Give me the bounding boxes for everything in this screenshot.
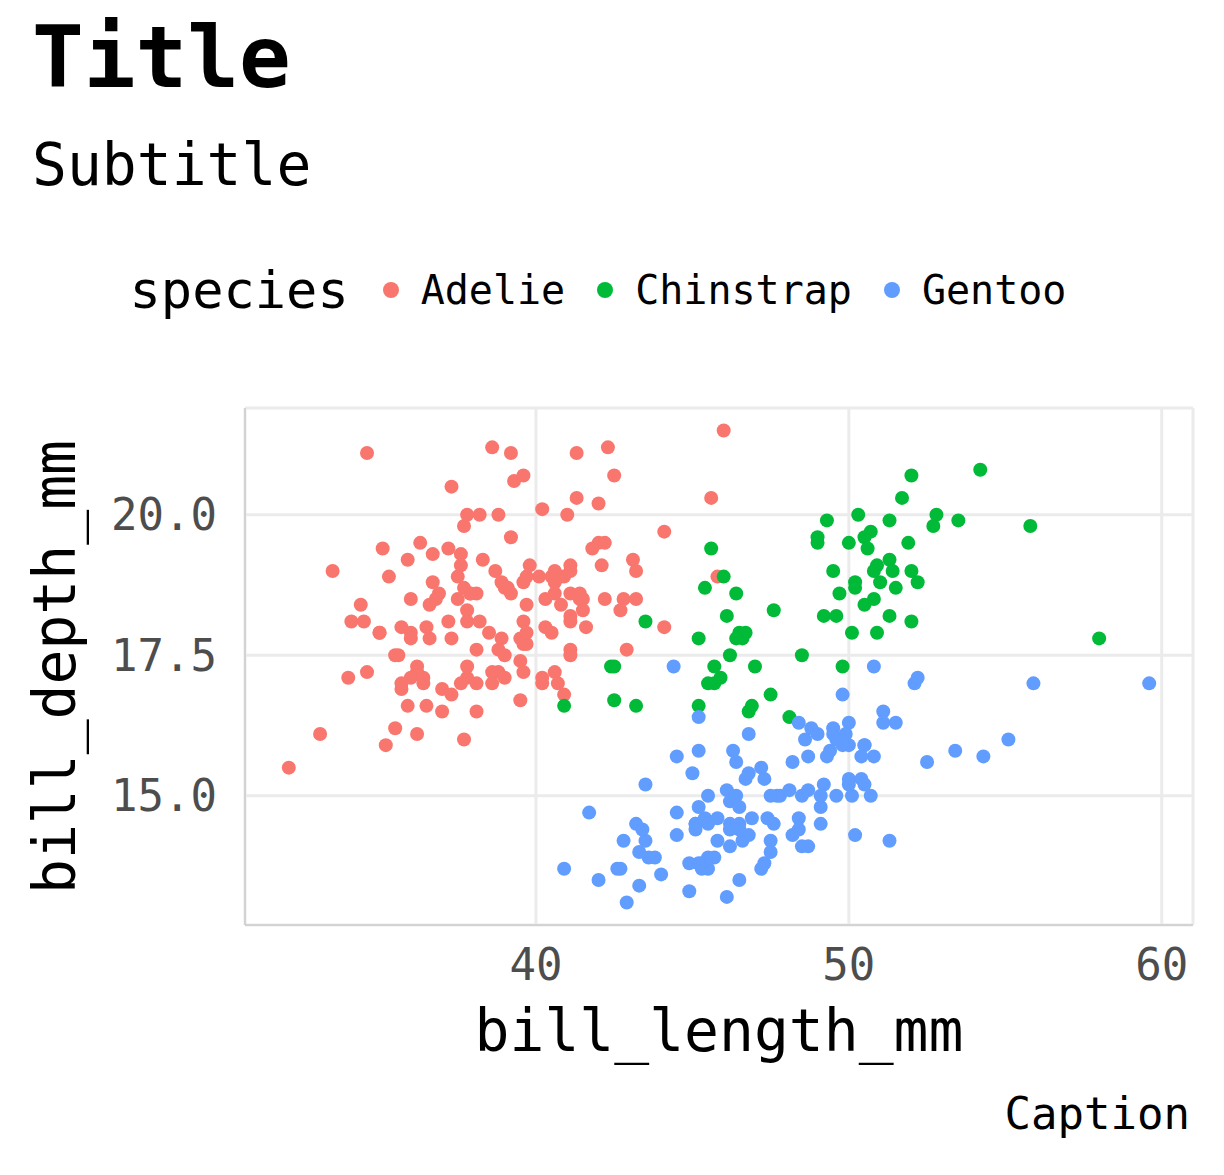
html-text:Subtitle: Subtitle	[32, 131, 312, 199]
html-text:species: species	[129, 260, 349, 320]
svg-text:50: 50	[822, 939, 875, 990]
html-text:Gentoo: Gentoo	[922, 267, 1067, 313]
html-text:Caption: Caption	[1004, 1088, 1190, 1139]
html-text:Chinstrap: Chinstrap	[635, 267, 852, 313]
html-text:Adelie: Adelie	[420, 267, 566, 313]
svg-text:15.0: 15.0	[111, 770, 217, 821]
svg-text:40: 40	[509, 939, 562, 990]
html-text:bill_length_mm: bill_length_mm	[474, 997, 964, 1065]
html-text:Title: Title	[32, 7, 291, 107]
svg-text:17.5: 17.5	[111, 630, 217, 681]
svg-text:20.0: 20.0	[111, 489, 217, 540]
svg-text:60: 60	[1135, 939, 1188, 990]
html-text:bill_depth_mm: bill_depth_mm	[21, 439, 89, 894]
